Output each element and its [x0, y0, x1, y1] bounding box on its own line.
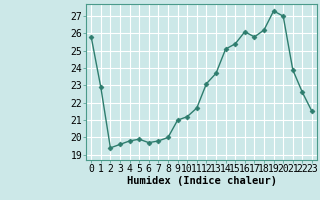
X-axis label: Humidex (Indice chaleur): Humidex (Indice chaleur)	[127, 176, 276, 186]
